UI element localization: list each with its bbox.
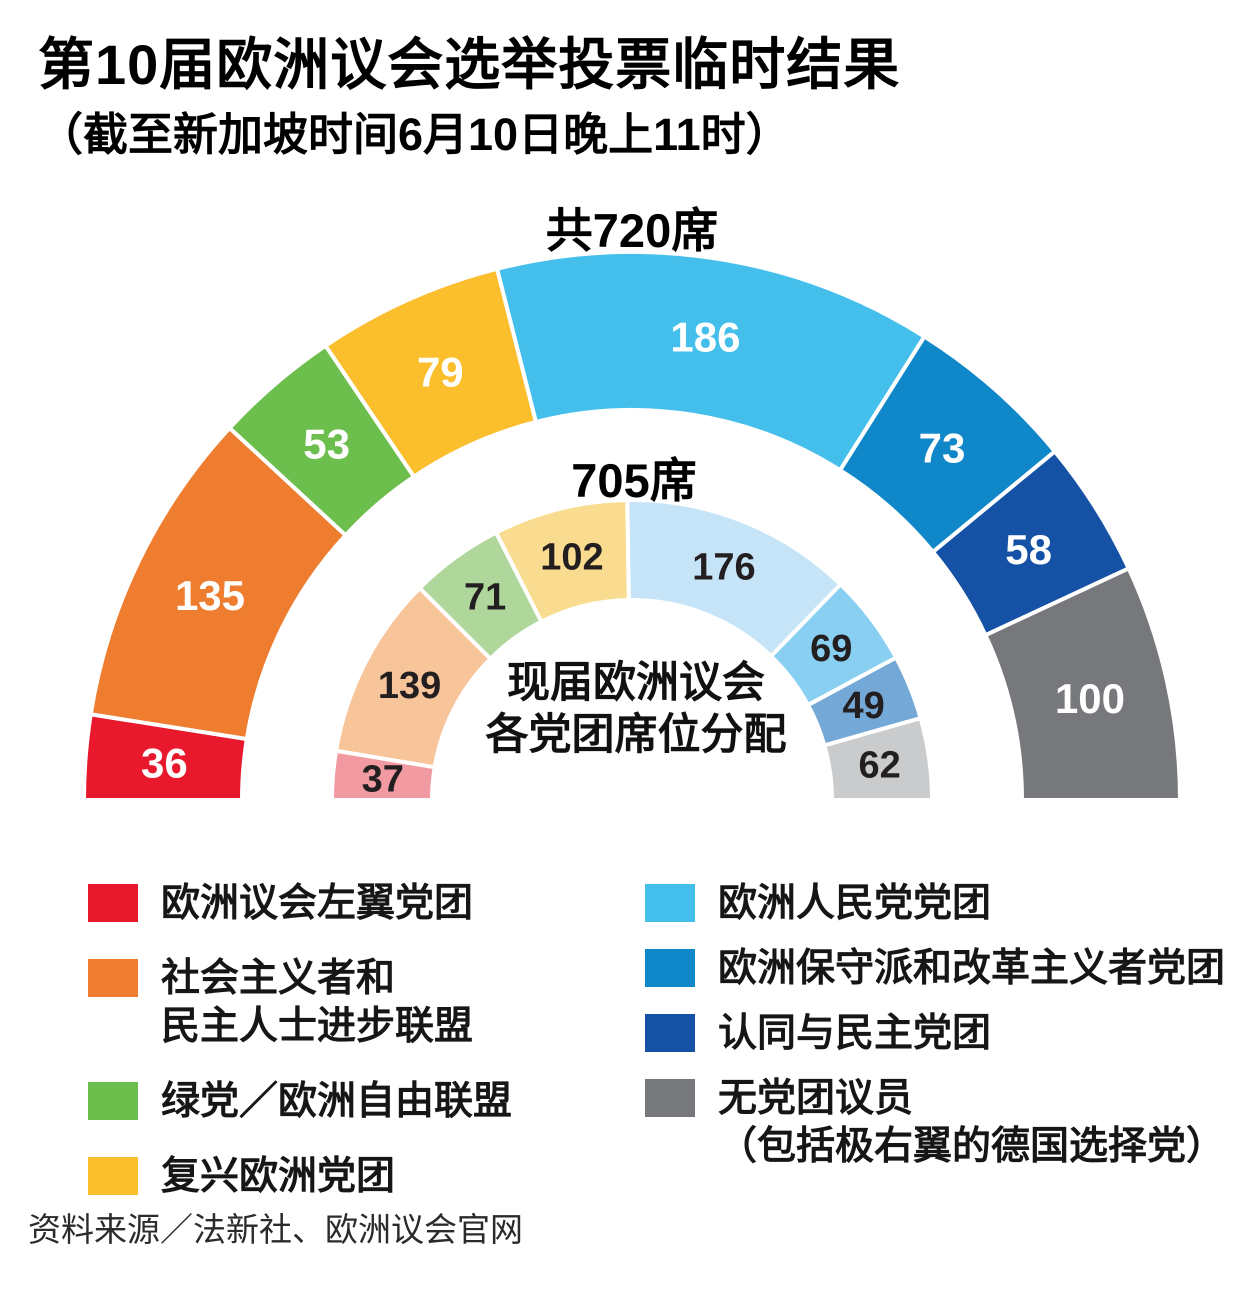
inner-ring-value-label-ni: 62 — [858, 745, 900, 787]
page-subtitle: （截至新加坡时间6月10日晚上11时） — [38, 109, 791, 160]
legend-label: 认同与民主党团 — [718, 1010, 991, 1058]
legend-swatch — [88, 1081, 138, 1120]
inner-ring-value-label-renew: 102 — [540, 536, 603, 578]
center-caption-line-2: 各党团席位分配 — [485, 710, 787, 759]
legend-label-line: 无党团议员 — [718, 1076, 914, 1120]
outer-ring-value-label-left: 36 — [141, 740, 188, 787]
inner-ring-value-label-epp: 176 — [692, 547, 755, 589]
inner-ring-value-label-greens-efa: 71 — [464, 577, 506, 619]
outer-ring-value-label-ecr: 73 — [919, 425, 966, 472]
legend-column-left: 欧洲议会左翼党团 社会主义者和 民主人士进步联盟 绿党／欧洲自由联盟 复兴欧洲党团 — [88, 880, 512, 1201]
outer-ring-segment-ni — [983, 566, 1182, 802]
legend-label-line: 复兴欧洲党团 — [161, 1154, 396, 1198]
inner-ring-value-label-sd: 139 — [378, 665, 441, 707]
center-caption: 现届欧洲议会 各党团席位分配 — [486, 658, 787, 761]
legend-label: 欧洲议会左翼党团 — [161, 880, 473, 928]
legend-label: 欧洲保守派和改革主义者党团 — [718, 945, 1225, 993]
legend-item-left-0: 欧洲议会左翼党团 — [88, 880, 512, 928]
center-caption-line-1: 现届欧洲议会 — [507, 659, 765, 707]
outer-ring-value-label-epp: 186 — [670, 313, 740, 360]
outer-ring-value-label-sd: 135 — [175, 572, 245, 619]
page-title: 第10届欧洲议会选举投票临时结果 — [38, 33, 901, 96]
legend-item-right-0: 欧洲人民党党团 — [645, 880, 1225, 928]
outer-ring-value-label-renew: 79 — [417, 349, 464, 396]
inner-ring-segment-ni — [822, 716, 934, 802]
outer-ring-value-label-ni: 100 — [1055, 675, 1125, 722]
legend-item-right-2: 认同与民主党团 — [645, 1010, 1225, 1058]
legend-item-right-3: 无党团议员 （包括极右翼的德国选择党） — [645, 1075, 1225, 1171]
legend-swatch — [645, 1013, 695, 1052]
inner-ring-value-label-id: 49 — [843, 685, 885, 727]
legend-label: 复兴欧洲党团 — [161, 1153, 395, 1201]
legend-label-line: 民主人士进步联盟 — [161, 1004, 474, 1048]
legend-swatch — [645, 948, 695, 987]
inner-ring-total-label: 705席 — [571, 454, 697, 507]
legend-label-line: 欧洲人民党党团 — [718, 882, 992, 925]
legend-swatch — [645, 1078, 695, 1117]
legend-item-right-1: 欧洲保守派和改革主义者党团 — [645, 945, 1225, 993]
legend-label-line: 欧洲议会左翼党团 — [161, 882, 474, 925]
legend-label-line: （包括极右翼的德国选择党） — [718, 1124, 1226, 1168]
legend-label: 绿党／欧洲自由联盟 — [161, 1078, 512, 1126]
legend-label-line: 欧洲保守派和改革主义者党团 — [718, 946, 1226, 990]
legend-item-left-3: 复兴欧洲党团 — [88, 1153, 512, 1201]
inner-ring-value-label-left: 37 — [362, 758, 404, 800]
legend-label: 无党团议员 （包括极右翼的德国选择党） — [718, 1075, 1225, 1171]
legend-item-left-2: 绿党／欧洲自由联盟 — [88, 1078, 512, 1126]
legend-swatch — [88, 1156, 138, 1195]
legend-label: 欧洲人民党党团 — [718, 880, 991, 928]
legend-item-left-1: 社会主义者和 民主人士进步联盟 — [88, 955, 512, 1051]
legend-column-right: 欧洲人民党党团 欧洲保守派和改革主义者党团 认同与民主党团 无党团议员 （包括极右翼的德… — [645, 880, 1225, 1171]
legend-label: 社会主义者和 民主人士进步联盟 — [161, 955, 473, 1051]
inner-ring-value-label-ecr: 69 — [810, 628, 852, 670]
legend-label-line: 认同与民主党团 — [718, 1011, 992, 1055]
outer-ring-total-label: 共720席 — [545, 204, 719, 257]
outer-ring-value-label-greens-efa: 53 — [303, 421, 350, 468]
legend-label-line: 绿党／欧洲自由联盟 — [161, 1079, 513, 1123]
legend-swatch — [88, 884, 138, 922]
legend-swatch — [88, 958, 138, 997]
outer-ring-value-label-id: 58 — [1005, 526, 1052, 573]
legend-label-line: 社会主义者和 — [161, 956, 396, 1000]
legend-swatch — [645, 884, 695, 922]
source-note: 资料来源／法新社、欧洲议会官网 — [28, 1211, 523, 1248]
